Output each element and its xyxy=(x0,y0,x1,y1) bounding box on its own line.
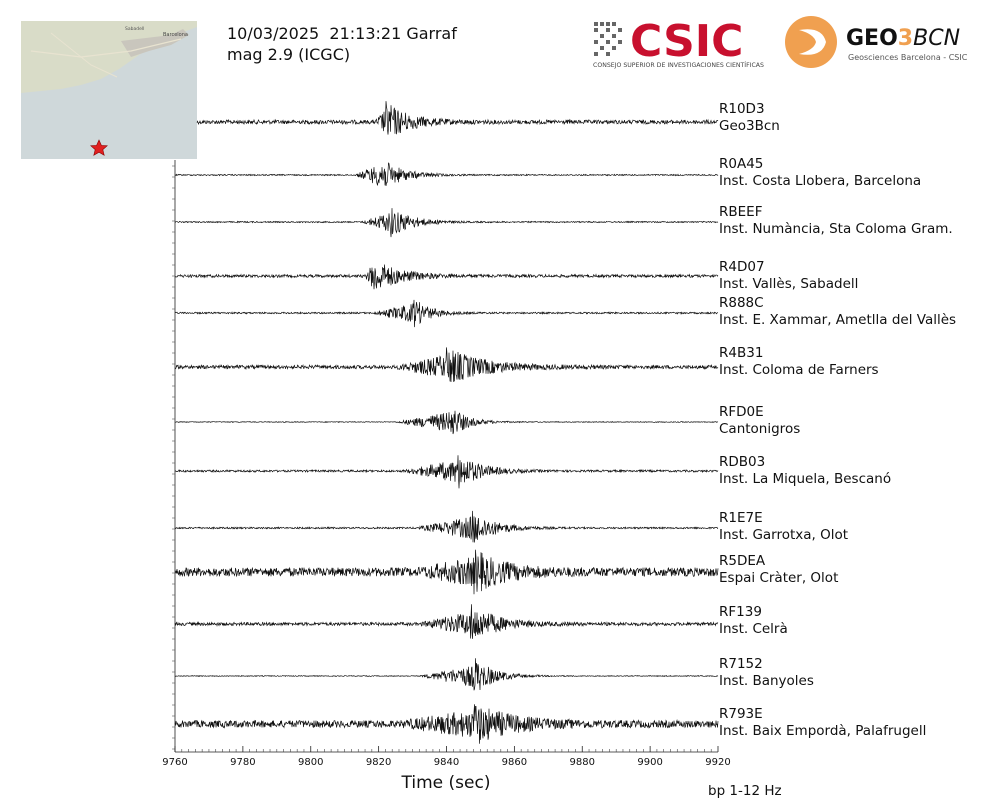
station-code: R10D3 xyxy=(719,101,765,117)
logos: CSIC CONSEJO SUPERIOR DE INVESTIGACIONES… xyxy=(593,16,968,69)
station-site: Inst. Costa Llobera, Barcelona xyxy=(719,173,921,189)
station-code: RF139 xyxy=(719,604,762,620)
map-label-barcelona: Barcelona xyxy=(163,32,188,38)
geo3bcn-logo: GEO3BCN Geosciences Barcelona - CSIC xyxy=(785,16,968,68)
station-code: R7152 xyxy=(719,656,763,672)
map-road xyxy=(50,32,118,78)
station-site: Inst. E. Xammar, Ametlla del Vallès xyxy=(719,312,956,328)
x-tick-label: 9920 xyxy=(705,757,730,768)
trace-RFD0E xyxy=(174,410,719,435)
geo3bcn-word-geo: GEO xyxy=(846,26,898,51)
geo3bcn-word-3: 3 xyxy=(898,26,913,51)
station-site: Geo3Bcn xyxy=(719,118,780,134)
csic-emblem-icon xyxy=(594,22,622,56)
trace-R4D07 xyxy=(174,264,719,290)
station-code: RFD0E xyxy=(719,404,764,420)
x-tick-label: 9840 xyxy=(434,757,459,768)
trace-RF139 xyxy=(174,604,719,639)
station-code: R793E xyxy=(719,706,763,722)
station-site: Inst. Vallès, Sabadell xyxy=(719,276,858,292)
trace-RDB03 xyxy=(174,455,719,489)
station-site: Inst. Baix Empordà, Palafrugell xyxy=(719,723,926,739)
station-code: RDB03 xyxy=(719,454,765,470)
station-code: R888C xyxy=(719,295,764,311)
x-tick-label: 9820 xyxy=(366,757,391,768)
traces xyxy=(174,101,719,744)
station-site: Inst. Garrotxa, Olot xyxy=(719,527,848,543)
station-code: R0A45 xyxy=(719,156,763,172)
station-site: Inst. Coloma de Farners xyxy=(719,362,879,378)
epicenter-star-icon xyxy=(90,139,108,156)
station-site: Espai Cràter, Olot xyxy=(719,570,838,586)
map-road xyxy=(30,38,182,58)
csic-tagline: CONSEJO SUPERIOR DE INVESTIGACIONES CIEN… xyxy=(593,60,764,69)
station-site: Cantonigros xyxy=(719,421,800,437)
x-tick-label: 9880 xyxy=(570,757,595,768)
trace-R4B31 xyxy=(174,347,719,383)
trace-R0A45 xyxy=(174,162,719,186)
station-site: Inst. Celrà xyxy=(719,621,788,637)
event-title: 10/03/2025 21:13:21 Garraf xyxy=(227,24,457,43)
station-site: Inst. Banyoles xyxy=(719,673,814,689)
filter-label: bp 1-12 Hz xyxy=(708,783,782,799)
x-tick-label: 9860 xyxy=(502,757,527,768)
station-code: R1E7E xyxy=(719,510,763,526)
x-axis-ticks: 9760 9780 9800 9820 9840 9860 9880 9900 9920 xyxy=(162,746,731,768)
station-code: R4D07 xyxy=(719,259,765,275)
epicenter-map: Barcelona Sabadell xyxy=(21,21,197,159)
geo3bcn-emblem-icon xyxy=(785,16,837,68)
svg-text:GEO3BCN: GEO3BCN xyxy=(846,26,960,51)
x-tick-label: 9900 xyxy=(637,757,662,768)
geo3bcn-word-bcn: BCN xyxy=(913,26,960,51)
x-axis: 9760 9780 9800 9820 9840 9860 9880 9900 9920 Tim… xyxy=(162,160,731,793)
trace-R793E xyxy=(174,704,719,744)
csic-wordmark: CSIC xyxy=(630,16,743,67)
trace-R888C xyxy=(174,299,719,328)
station-site: Inst. La Miquela, Bescanó xyxy=(719,471,891,487)
x-axis-label: Time (sec) xyxy=(401,773,491,793)
map-label-sabadell: Sabadell xyxy=(125,26,144,32)
trace-R7152 xyxy=(174,658,719,691)
x-tick-label: 9800 xyxy=(298,757,323,768)
x-tick-label: 9760 xyxy=(162,757,187,768)
geo3bcn-tagline: Geosciences Barcelona - CSIC xyxy=(848,53,968,62)
trace-R5DEA xyxy=(174,549,719,595)
y-axis-ticks xyxy=(172,165,175,750)
trace-R1E7E xyxy=(174,510,719,543)
trace-RBEEF xyxy=(174,208,719,238)
csic-logo: CSIC CONSEJO SUPERIOR DE INVESTIGACIONES… xyxy=(593,16,764,69)
event-magnitude: mag 2.9 (ICGC) xyxy=(227,45,351,64)
map-urban-area xyxy=(121,29,189,57)
station-site: Inst. Numància, Sta Coloma Gram. xyxy=(719,221,953,237)
station-code: R5DEA xyxy=(719,553,766,569)
station-code: RBEEF xyxy=(719,204,762,220)
x-tick-label: 9780 xyxy=(230,757,255,768)
trace-R10D3 xyxy=(196,101,719,135)
station-code: R4B31 xyxy=(719,345,763,361)
